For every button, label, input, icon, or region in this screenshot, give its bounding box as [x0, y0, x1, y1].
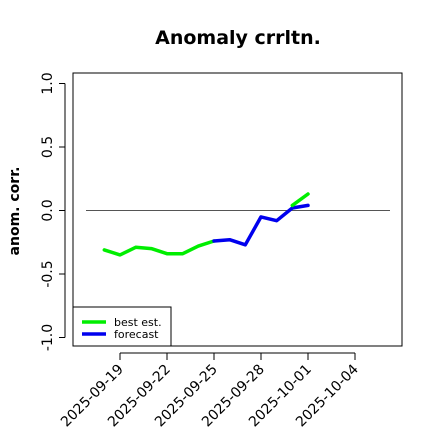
axes: -1.0-0.50.00.51.02025-09-192025-09-22202… [40, 72, 403, 430]
series-lines [102, 192, 310, 257]
y-tick-label: 0.0 [40, 199, 56, 221]
legend-label: best est. [114, 316, 162, 329]
y-tick-label: 1.0 [40, 72, 56, 94]
legend-box [72, 306, 172, 347]
y-tick-label: 0.5 [40, 136, 56, 158]
legend: best est.forecast [72, 306, 172, 347]
legend-label: forecast [114, 328, 159, 341]
chart-title: Anomaly crrltn. [155, 27, 321, 49]
y-tick-label: -1.0 [40, 324, 56, 351]
series-line-forecast [212, 203, 310, 247]
plot-frame [72, 72, 403, 347]
y-tick-label: -0.5 [40, 260, 56, 287]
series-line-best-est [102, 239, 216, 257]
y-axis-label: anom. corr. [7, 167, 23, 256]
series-line [290, 192, 310, 208]
